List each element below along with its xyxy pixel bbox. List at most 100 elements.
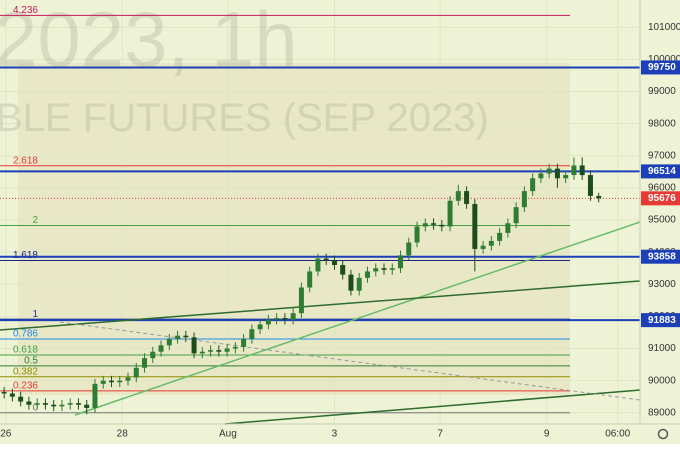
candle-body: [84, 404, 90, 408]
x-tick-label: 06:00: [605, 429, 630, 440]
candle-body: [175, 335, 181, 339]
candle-body: [9, 393, 15, 397]
candle-body: [323, 258, 329, 261]
candle-body: [373, 268, 379, 272]
candle-body: [100, 380, 106, 384]
fib-label: 2.618: [13, 155, 38, 166]
y-tick-label: 100000: [648, 54, 680, 65]
candle-body: [472, 203, 478, 249]
candle-body: [571, 165, 577, 176]
price-tag: [641, 164, 680, 179]
candle-body: [224, 348, 230, 352]
candle-body: [414, 226, 420, 243]
candle-body: [348, 274, 354, 291]
candle-body: [92, 383, 98, 408]
price-tag-label: 91883: [648, 315, 676, 326]
candle-body: [587, 175, 593, 196]
y-tick-label: 90000: [648, 375, 676, 386]
candle-body: [464, 191, 470, 204]
candle-body: [488, 240, 494, 246]
candle-body: [42, 403, 48, 405]
price-tag-label: 93858: [648, 251, 676, 262]
fib-label: 1: [32, 309, 38, 320]
candle-body: [521, 191, 527, 208]
fib-label: 0.236: [13, 381, 38, 392]
y-tick-label: 98000: [648, 118, 676, 129]
x-tick-label: Aug: [219, 429, 237, 440]
candle-body: [51, 404, 57, 407]
y-tick-label: 93000: [648, 279, 676, 290]
candle-body: [199, 351, 205, 354]
candle-body: [1, 391, 7, 394]
last-price-label: 95676: [648, 193, 676, 204]
candle-body: [232, 346, 238, 349]
candle-body: [331, 260, 337, 265]
candle-body: [249, 329, 255, 339]
fib-label: 0.786: [13, 329, 38, 340]
fib-label: 2: [32, 215, 38, 226]
y-tick-label: 97000: [648, 150, 676, 161]
price-tag-label: 96514: [648, 166, 676, 177]
candle-body: [538, 173, 544, 179]
candle-body: [455, 191, 461, 201]
candle-body: [530, 178, 536, 192]
x-tick-label: 28: [117, 429, 129, 440]
candle-body: [422, 223, 428, 227]
candle-body: [75, 403, 81, 405]
candle-body: [431, 223, 437, 225]
price-tag: [641, 60, 680, 75]
candle-body: [447, 200, 453, 227]
fib-label: 1.618: [13, 250, 38, 261]
x-tick-label: 9: [544, 429, 550, 440]
candle-body: [554, 168, 560, 179]
candle-body: [67, 403, 73, 405]
settings-icon[interactable]: [657, 428, 669, 440]
y-tick-label: 89000: [648, 407, 676, 418]
candle-body: [216, 350, 222, 352]
y-tick-label: 95000: [648, 215, 676, 226]
candle-body: [59, 404, 65, 407]
candle-body: [298, 287, 304, 314]
fib-label: 4.236: [13, 5, 38, 16]
candle-body: [398, 255, 404, 269]
candle-body: [290, 313, 296, 320]
candle-body: [166, 338, 172, 346]
candle-body: [257, 324, 263, 330]
candle-body: [381, 268, 387, 270]
x-tick-label: 3: [332, 429, 338, 440]
candle-body: [241, 338, 247, 347]
price-tag-label: 99750: [648, 62, 676, 73]
candles: [1, 157, 602, 415]
candle-body: [340, 265, 346, 275]
price-tag: [641, 191, 680, 206]
y-tick-label: 91000: [648, 343, 676, 354]
trend-line: [224, 389, 641, 425]
candle-body: [513, 207, 519, 224]
y-tick-label: 96000: [648, 183, 676, 194]
price-tag: [641, 249, 680, 264]
candle-body: [125, 377, 131, 381]
fib-label: 0: [32, 402, 38, 413]
candle-body: [356, 277, 362, 291]
candle-body: [158, 345, 164, 352]
candle-body: [579, 165, 585, 176]
candle-body: [307, 271, 313, 288]
candle-body: [505, 223, 511, 233]
price-tag: [641, 313, 680, 328]
candle-body: [596, 195, 602, 199]
candle-body: [364, 271, 370, 278]
candle-body: [265, 319, 271, 325]
x-tick-label: 26: [0, 429, 12, 440]
trend-line: [0, 280, 641, 331]
candle-body: [563, 175, 569, 179]
candle-body: [108, 380, 114, 383]
candle-body: [389, 268, 395, 270]
trend-line: [74, 221, 641, 416]
candle-body: [282, 318, 288, 320]
candle-body: [208, 350, 214, 352]
x-tick-label: 7: [437, 429, 443, 440]
candle-body: [274, 318, 280, 320]
candle-body: [18, 396, 24, 402]
y-tick-label: 101000: [648, 22, 680, 33]
